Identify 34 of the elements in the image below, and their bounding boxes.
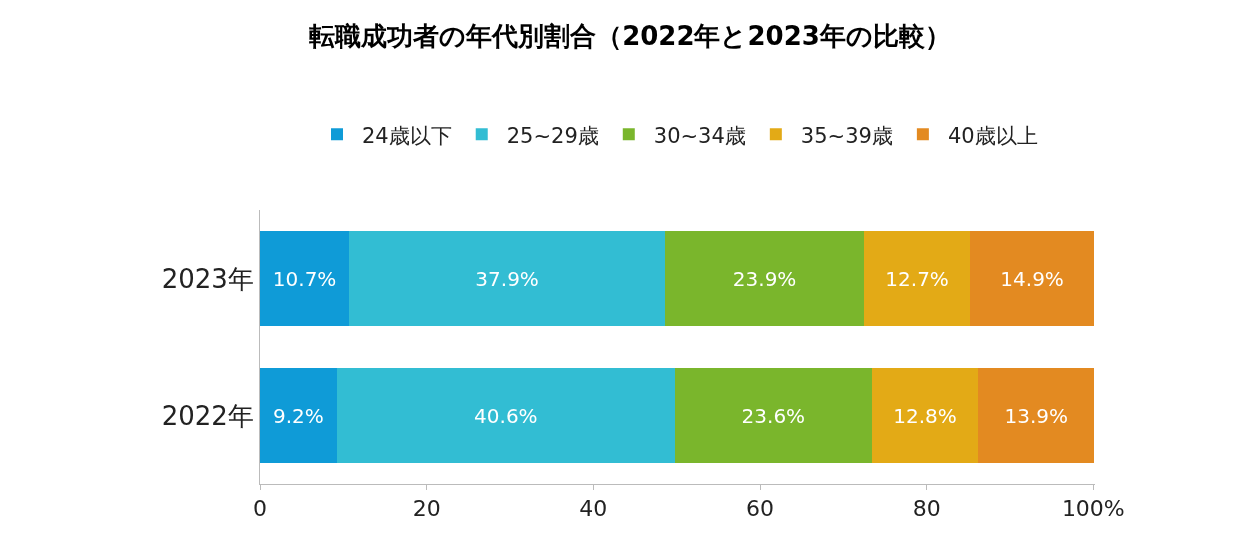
chart-title: 転職成功者の年代別割合（2022年と2023年の比較）	[309, 21, 951, 52]
bar	[260, 367, 337, 464]
bar	[349, 230, 665, 327]
data-label: 12.8%	[893, 403, 957, 428]
bar	[675, 367, 872, 464]
legend-label: 30~34歳	[653, 123, 746, 148]
data-label: 14.9%	[1000, 266, 1064, 291]
bar	[336, 367, 675, 464]
x-tick-label: 40	[579, 496, 608, 522]
data-label: 37.9%	[475, 266, 539, 291]
data-label: 12.7%	[885, 266, 949, 291]
bar	[665, 230, 865, 327]
data-label: 9.2%	[272, 403, 324, 428]
legend-label: 40歳以上	[947, 123, 1038, 148]
data-label: 13.9%	[1004, 403, 1069, 428]
data-label: 23.6%	[741, 403, 806, 428]
x-tick-label: 100%	[1061, 496, 1125, 522]
x-tick-label: 0	[253, 496, 267, 522]
bar	[260, 230, 350, 327]
bar	[864, 230, 970, 327]
bar	[978, 367, 1095, 464]
x-tick-label: 80	[912, 496, 941, 522]
legend-label: 35~39歳	[800, 123, 893, 148]
data-label: 40.6%	[474, 403, 538, 428]
data-label: 23.9%	[732, 266, 797, 291]
x-tick-label: 60	[746, 496, 774, 522]
legend-label: 24歳以下	[362, 123, 452, 148]
legend-label: 25~29歳	[506, 123, 599, 148]
y-tick-label: 2023年	[161, 263, 254, 294]
y-tick-label: 2022年	[161, 400, 254, 431]
bar	[970, 230, 1095, 327]
x-tick-label: 20	[412, 496, 441, 522]
bar	[871, 367, 979, 464]
data-label: 10.7%	[272, 266, 337, 291]
